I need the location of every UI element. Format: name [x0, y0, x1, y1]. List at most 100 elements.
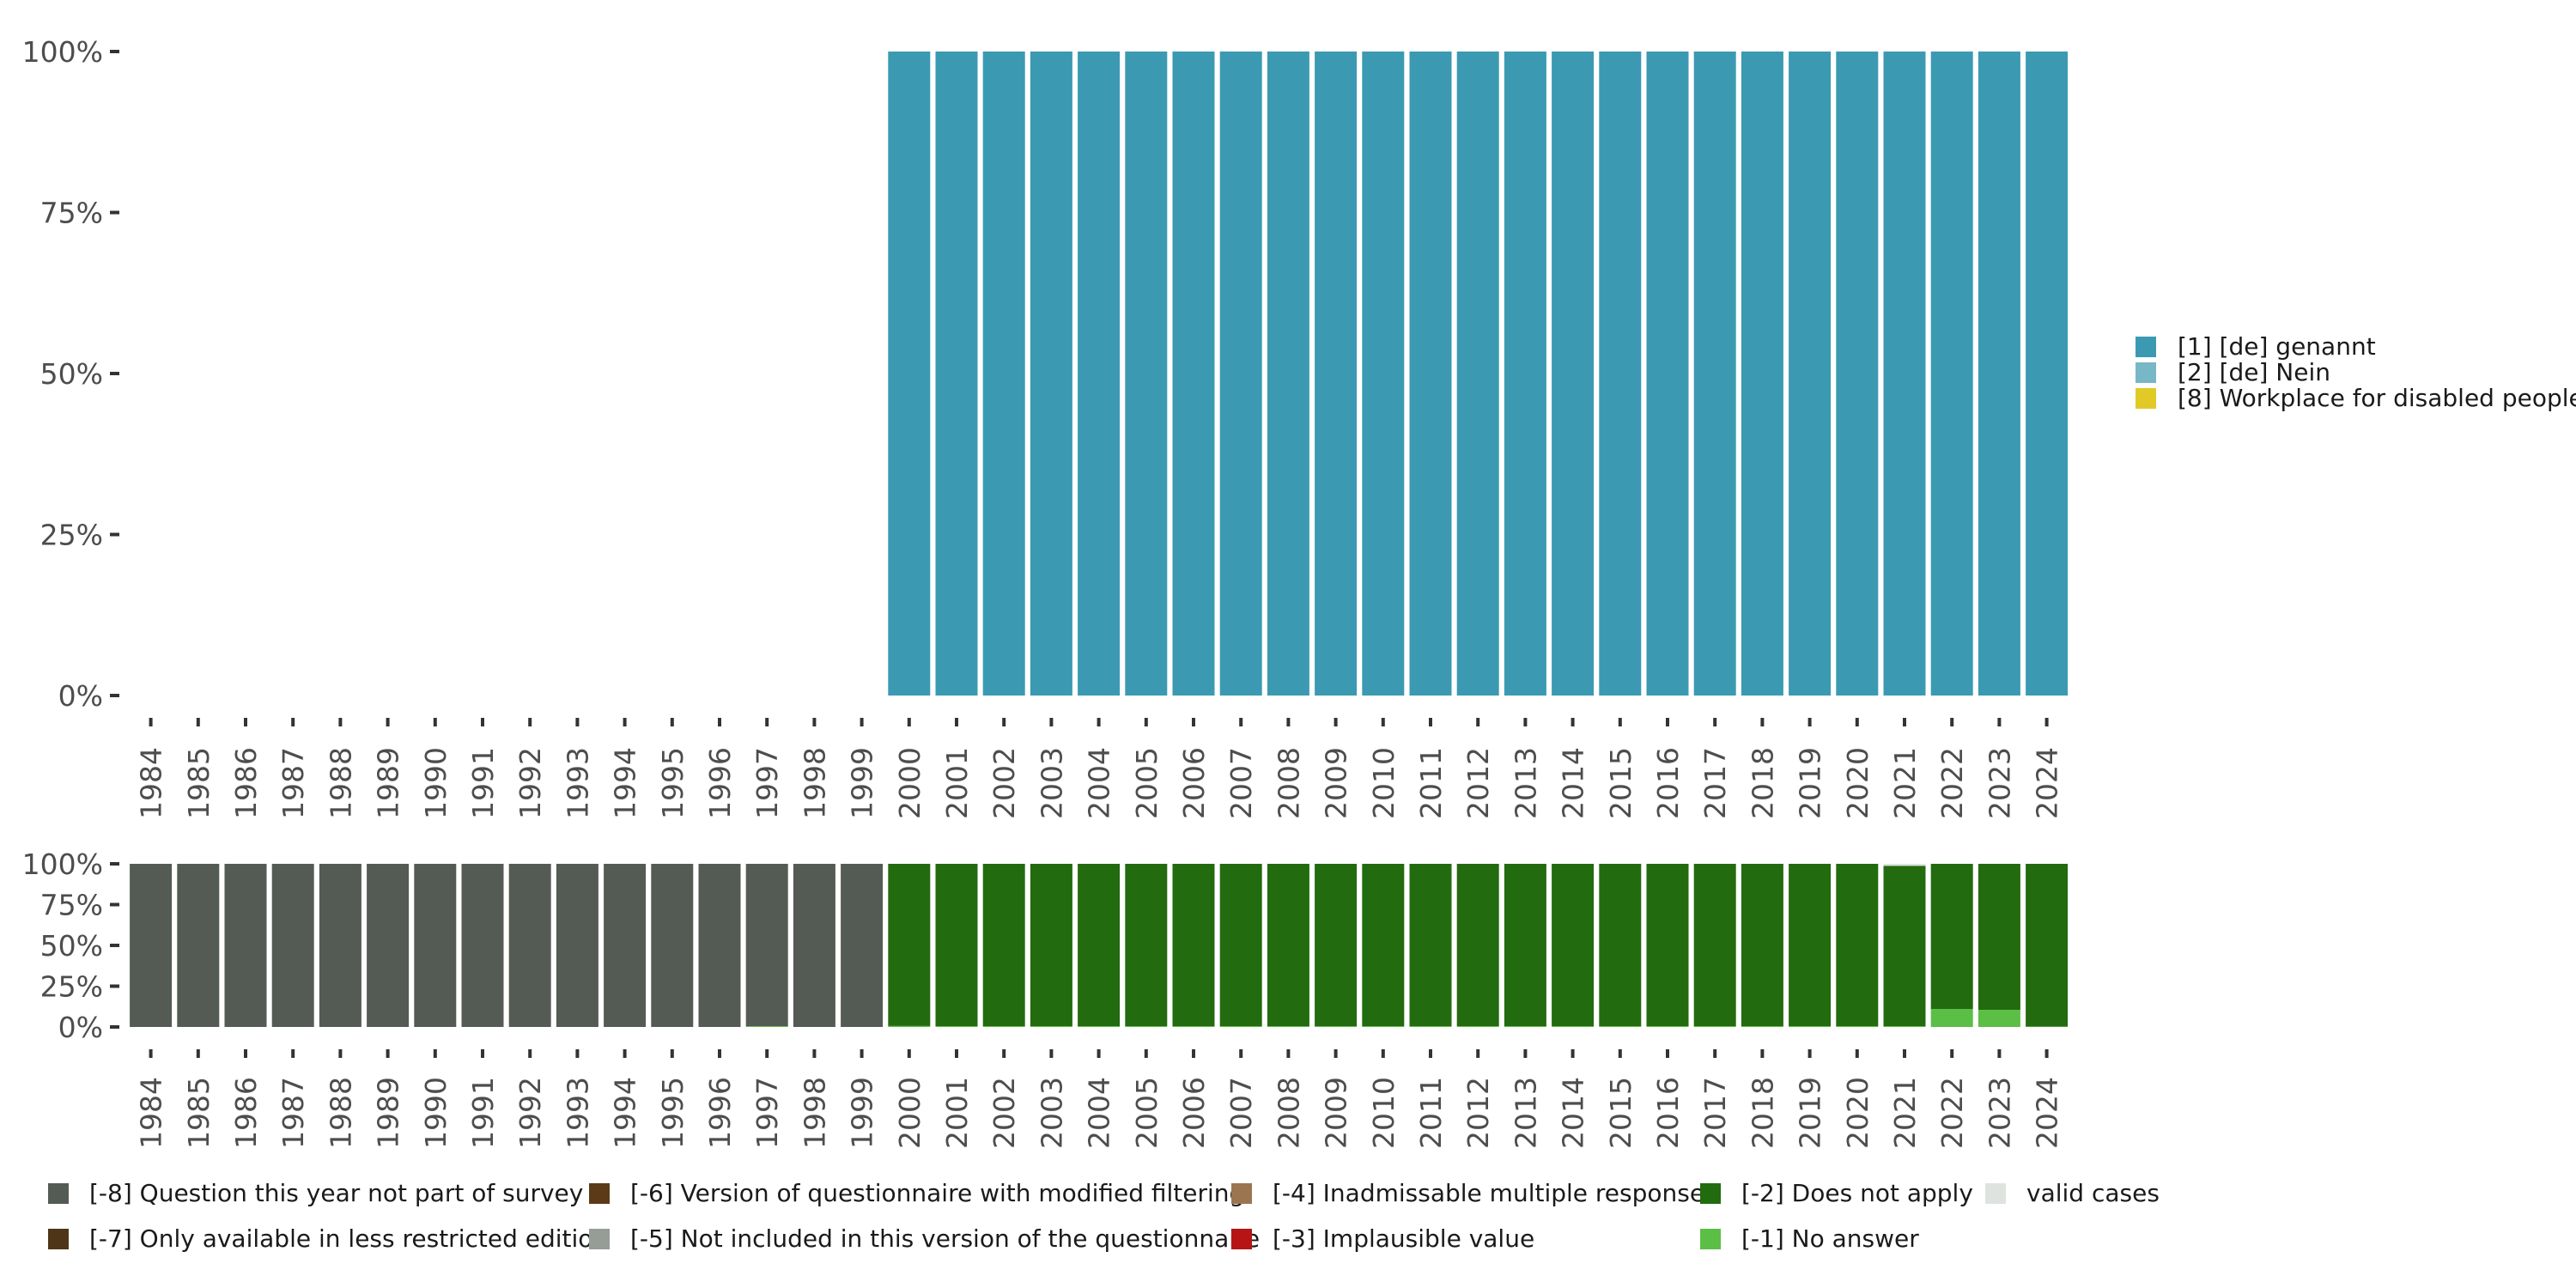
x-tick-label: 2010: [1367, 1077, 1400, 1149]
x-tick-label: 2019: [1794, 1077, 1827, 1149]
bar-segment: [1362, 1026, 1405, 1027]
bar-segment: [1741, 52, 1783, 696]
x-tick-label: 2000: [893, 747, 927, 819]
bar-segment: [1741, 864, 1783, 1027]
bar-segment: [1362, 864, 1405, 1027]
bar-segment: [1409, 52, 1452, 696]
x-tick-label: 2008: [1272, 747, 1305, 819]
x-tick-label: 1994: [609, 747, 642, 819]
x-tick-label: 1986: [229, 1077, 263, 1149]
bar-segment: [1504, 864, 1546, 1027]
legend-swatch: [1700, 1183, 1721, 1204]
bar-segment: [2026, 864, 2069, 1027]
bottom-legend: [-8] Question this year not part of surv…: [48, 1179, 2160, 1253]
bar-segment: [1504, 1026, 1546, 1027]
bar-segment: [2026, 52, 2069, 696]
bar-segment: [651, 864, 694, 1027]
legend-label: [-2] Does not apply: [1741, 1179, 1973, 1207]
x-tick-label: 2023: [1983, 1077, 2016, 1149]
x-tick-label: 2012: [1461, 747, 1495, 819]
y-tick-label: 0%: [58, 679, 103, 713]
bar-segment: [841, 864, 884, 1027]
legend-label: [-5] Not included in this version of the…: [630, 1224, 1260, 1253]
bar-segment: [177, 864, 220, 1027]
bar-segment: [1836, 864, 1879, 1027]
bar-segment: [1646, 864, 1689, 1027]
bar-segment: [367, 864, 410, 1027]
bar-segment: [1836, 52, 1879, 696]
x-tick-label: 1990: [419, 747, 453, 819]
bar-segment: [1693, 864, 1736, 1027]
legend-label: [-4] Inadmissable multiple response: [1273, 1179, 1704, 1207]
bar-segment: [1172, 1026, 1215, 1027]
x-tick-label: 2003: [1035, 747, 1068, 819]
x-tick-label: 2002: [987, 1077, 1021, 1149]
bar-segment: [935, 52, 978, 696]
x-tick-label: 2022: [1935, 1077, 1969, 1149]
bar-segment: [1599, 1026, 1642, 1027]
bottom-chart: 0% 25% 50% 75% 100% 1984 1985 1986 1987 1988 1989 1…: [22, 848, 2069, 1149]
y-tick-label: 25%: [40, 519, 103, 552]
bar-segment: [1078, 864, 1121, 1027]
x-tick-label: 2015: [1604, 747, 1637, 819]
y-tick-label: 100%: [22, 35, 103, 69]
x-tick-label: 2008: [1272, 1077, 1305, 1149]
bar-segment: [1693, 1026, 1736, 1027]
bar-segment: [1552, 1026, 1595, 1027]
x-tick-label: 1999: [846, 1077, 879, 1149]
x-tick-label: 1995: [656, 747, 690, 819]
bar-segment: [1315, 864, 1358, 1027]
legend-swatch: [2136, 388, 2156, 409]
x-tick-label: 2007: [1224, 1077, 1258, 1149]
bar-segment: [1552, 864, 1595, 1027]
bar-segment: [1456, 52, 1499, 696]
x-tick-label: 1996: [703, 747, 737, 819]
bar-segment: [1552, 52, 1595, 696]
bar-segment: [1219, 52, 1262, 696]
x-tick-label: 2002: [987, 747, 1021, 819]
x-tick-label: 2016: [1651, 1077, 1685, 1149]
x-tick-label: 2017: [1698, 747, 1732, 819]
x-tick-label: 2018: [1746, 747, 1779, 819]
x-tick-label: 1998: [798, 747, 831, 819]
bar-segment: [2026, 1026, 2069, 1027]
x-tick-label: 1987: [276, 747, 310, 819]
bar-segment: [1267, 52, 1309, 696]
bar-segment: [888, 1025, 931, 1027]
x-tick-label: 1985: [182, 1077, 216, 1149]
bar-segment: [1219, 1026, 1262, 1027]
bar-segment: [982, 864, 1025, 1027]
bar-segment: [982, 1026, 1025, 1027]
x-tick-label: 2013: [1509, 1077, 1542, 1149]
bar-segment: [1599, 864, 1642, 1027]
bar-segment: [745, 864, 788, 1027]
x-tick-label: 1984: [135, 747, 168, 819]
x-tick-label: 2006: [1177, 1077, 1211, 1149]
y-tick-label: 25%: [40, 970, 103, 1004]
legend-label: [-3] Implausible value: [1273, 1224, 1534, 1253]
y-tick-label: 100%: [22, 848, 103, 881]
bar-segment: [1693, 52, 1736, 696]
legend-label: valid cases: [2026, 1179, 2160, 1207]
bar-segment: [414, 864, 457, 1027]
bar-segment: [130, 864, 173, 1027]
bar-segment: [1409, 1026, 1452, 1027]
x-tick-label: 2021: [1888, 747, 1922, 819]
bar-segment: [1646, 1026, 1689, 1027]
bar-segment: [1836, 1026, 1879, 1027]
bar-segment: [1267, 1026, 1309, 1027]
legend-swatch: [589, 1229, 610, 1249]
x-tick-label: 2016: [1651, 747, 1685, 819]
x-tick-label: 2000: [893, 1077, 927, 1149]
bar-segment: [1978, 864, 2020, 1011]
bar-segment: [888, 864, 931, 1026]
bar-segment: [1978, 1010, 2020, 1027]
x-tick-label: 2005: [1130, 1077, 1163, 1149]
x-tick-label: 2012: [1461, 1077, 1495, 1149]
bar-segment: [888, 52, 931, 696]
x-tick-label: 2014: [1557, 747, 1590, 819]
bar-segment: [1789, 864, 1832, 1027]
legend-swatch: [48, 1229, 69, 1249]
x-tick-label: 1993: [561, 1077, 594, 1149]
